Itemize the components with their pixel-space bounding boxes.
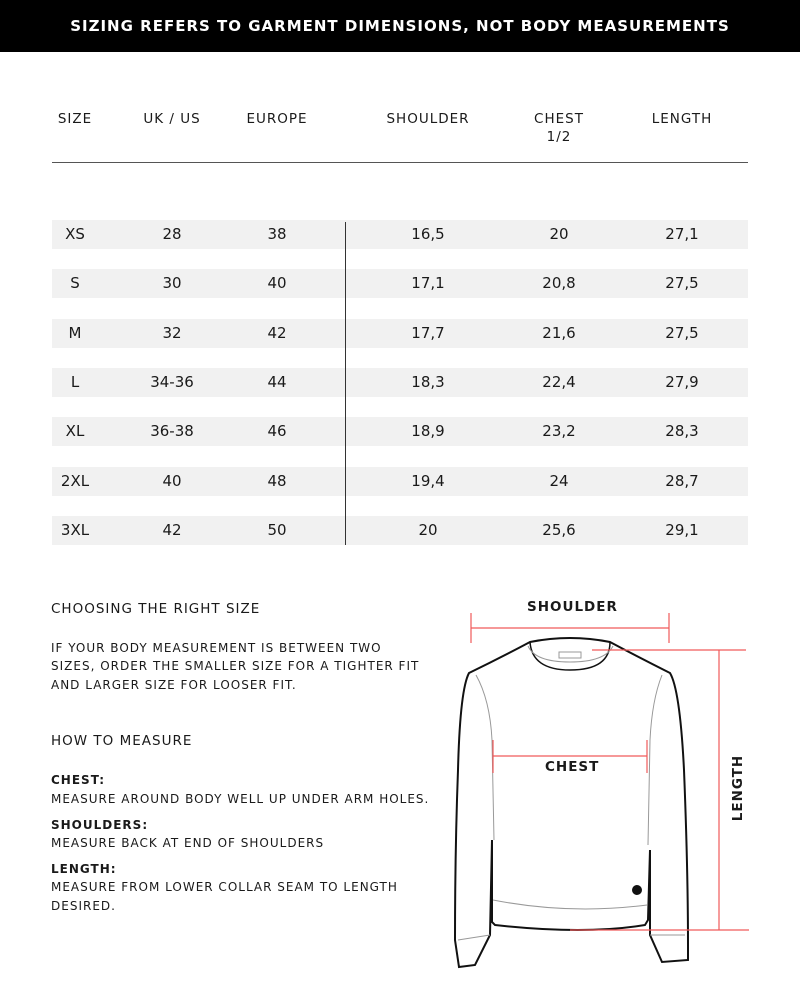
cell-uk-us: 36-38 <box>150 422 194 441</box>
cell-size: 2XL <box>60 471 90 490</box>
cell-uk-us: 34-36 <box>150 372 194 391</box>
cell-uk-us: 28 <box>162 225 182 243</box>
cell-uk-us: 30 <box>162 274 182 293</box>
table-row: XS 28 38 16,5 20 27,1 <box>52 220 748 249</box>
cell-length: 29,1 <box>665 520 699 539</box>
cell-europe: 40 <box>267 274 287 293</box>
cell-europe: 42 <box>267 323 287 342</box>
length-diagram-label: LENGTH <box>730 754 747 822</box>
measure-title: HOW TO MEASURE <box>51 733 193 749</box>
cell-length: 28,7 <box>665 471 699 490</box>
header-divider <box>52 162 748 163</box>
length-text-1: MEASURE FROM LOWER COLLAR SEAM TO LENGTH <box>51 880 398 894</box>
cell-chest: 25,6 <box>542 520 576 539</box>
cell-chest: 21,6 <box>542 323 576 342</box>
table-row: L 34-36 44 18,3 22,4 27,9 <box>52 367 748 397</box>
cell-size: S <box>70 274 80 293</box>
cell-europe: 50 <box>267 520 287 539</box>
cell-shoulder: 19,4 <box>411 471 445 490</box>
cell-shoulder: 18,9 <box>411 422 445 441</box>
cell-shoulder: 17,7 <box>411 323 445 342</box>
cell-uk-us: 42 <box>162 520 182 539</box>
column-header-europe: EUROPE <box>246 111 308 127</box>
cell-chest: 20 <box>549 225 569 243</box>
cell-length: 27,9 <box>665 372 699 391</box>
choosing-line-1: IF YOUR BODY MEASUREMENT IS BETWEEN TWO <box>51 641 382 655</box>
sweater-diagram <box>453 613 749 969</box>
cell-length: 27,5 <box>665 274 699 293</box>
chest-label: CHEST: <box>51 773 106 787</box>
cell-uk-us: 32 <box>162 323 182 342</box>
cell-shoulder: 20 <box>418 520 438 539</box>
cell-chest: 24 <box>549 471 569 490</box>
cell-size: XL <box>65 422 85 441</box>
chest-diagram-label: CHEST <box>545 759 600 775</box>
table-row: M 32 42 17,7 21,6 27,5 <box>52 318 748 348</box>
column-header-shoulder: SHOULDER <box>386 111 470 127</box>
cell-length: 28,3 <box>665 422 699 441</box>
chest-text: MEASURE AROUND BODY WELL UP UNDER ARM HO… <box>51 792 430 806</box>
cell-chest: 23,2 <box>542 422 576 441</box>
cell-uk-us: 40 <box>162 471 182 490</box>
column-divider <box>345 222 346 545</box>
column-header-uk-us: UK / US <box>143 111 201 127</box>
cell-size: 3XL <box>60 520 90 539</box>
shoulder-label: SHOULDER <box>527 599 618 615</box>
length-label: LENGTH: <box>51 862 117 876</box>
column-header-chest: CHEST 1/2 <box>534 111 584 145</box>
cell-chest: 20,8 <box>542 274 576 293</box>
table-row: 3XL 42 50 20 25,6 29,1 <box>52 515 748 545</box>
cell-shoulder: 17,1 <box>411 274 445 293</box>
shoulders-text: MEASURE BACK AT END OF SHOULDERS <box>51 836 325 850</box>
choosing-title: CHOOSING THE RIGHT SIZE <box>51 601 261 617</box>
choosing-line-3: AND LARGER SIZE FOR LOOSER FIT. <box>51 678 297 692</box>
cell-europe: 44 <box>267 372 287 391</box>
cell-europe: 48 <box>267 471 287 490</box>
cell-shoulder: 16,5 <box>411 225 445 243</box>
column-header-length: LENGTH <box>651 111 713 127</box>
banner: SIZING REFERS TO GARMENT DIMENSIONS, NOT… <box>0 0 800 52</box>
cell-chest: 22,4 <box>542 372 576 391</box>
column-header-size: SIZE <box>57 111 93 127</box>
cell-size: M <box>68 323 82 342</box>
shoulders-label: SHOULDERS: <box>51 818 149 832</box>
table-row: XL 36-38 46 18,9 23,2 28,3 <box>52 417 748 447</box>
cell-length: 27,5 <box>665 323 699 342</box>
cell-europe: 46 <box>267 422 287 441</box>
cell-size: XS <box>65 225 85 243</box>
table-row: S 30 40 17,1 20,8 27,5 <box>52 269 748 299</box>
cell-size: L <box>70 372 80 391</box>
cell-shoulder: 18,3 <box>411 372 445 391</box>
choosing-line-2: SIZES, ORDER THE SMALLER SIZE FOR A TIGH… <box>51 659 420 673</box>
cell-europe: 38 <box>267 225 287 243</box>
table-row: 2XL 40 48 19,4 24 28,7 <box>52 466 748 496</box>
length-text-2: DESIRED. <box>51 899 116 913</box>
cell-length: 27,1 <box>665 225 699 243</box>
